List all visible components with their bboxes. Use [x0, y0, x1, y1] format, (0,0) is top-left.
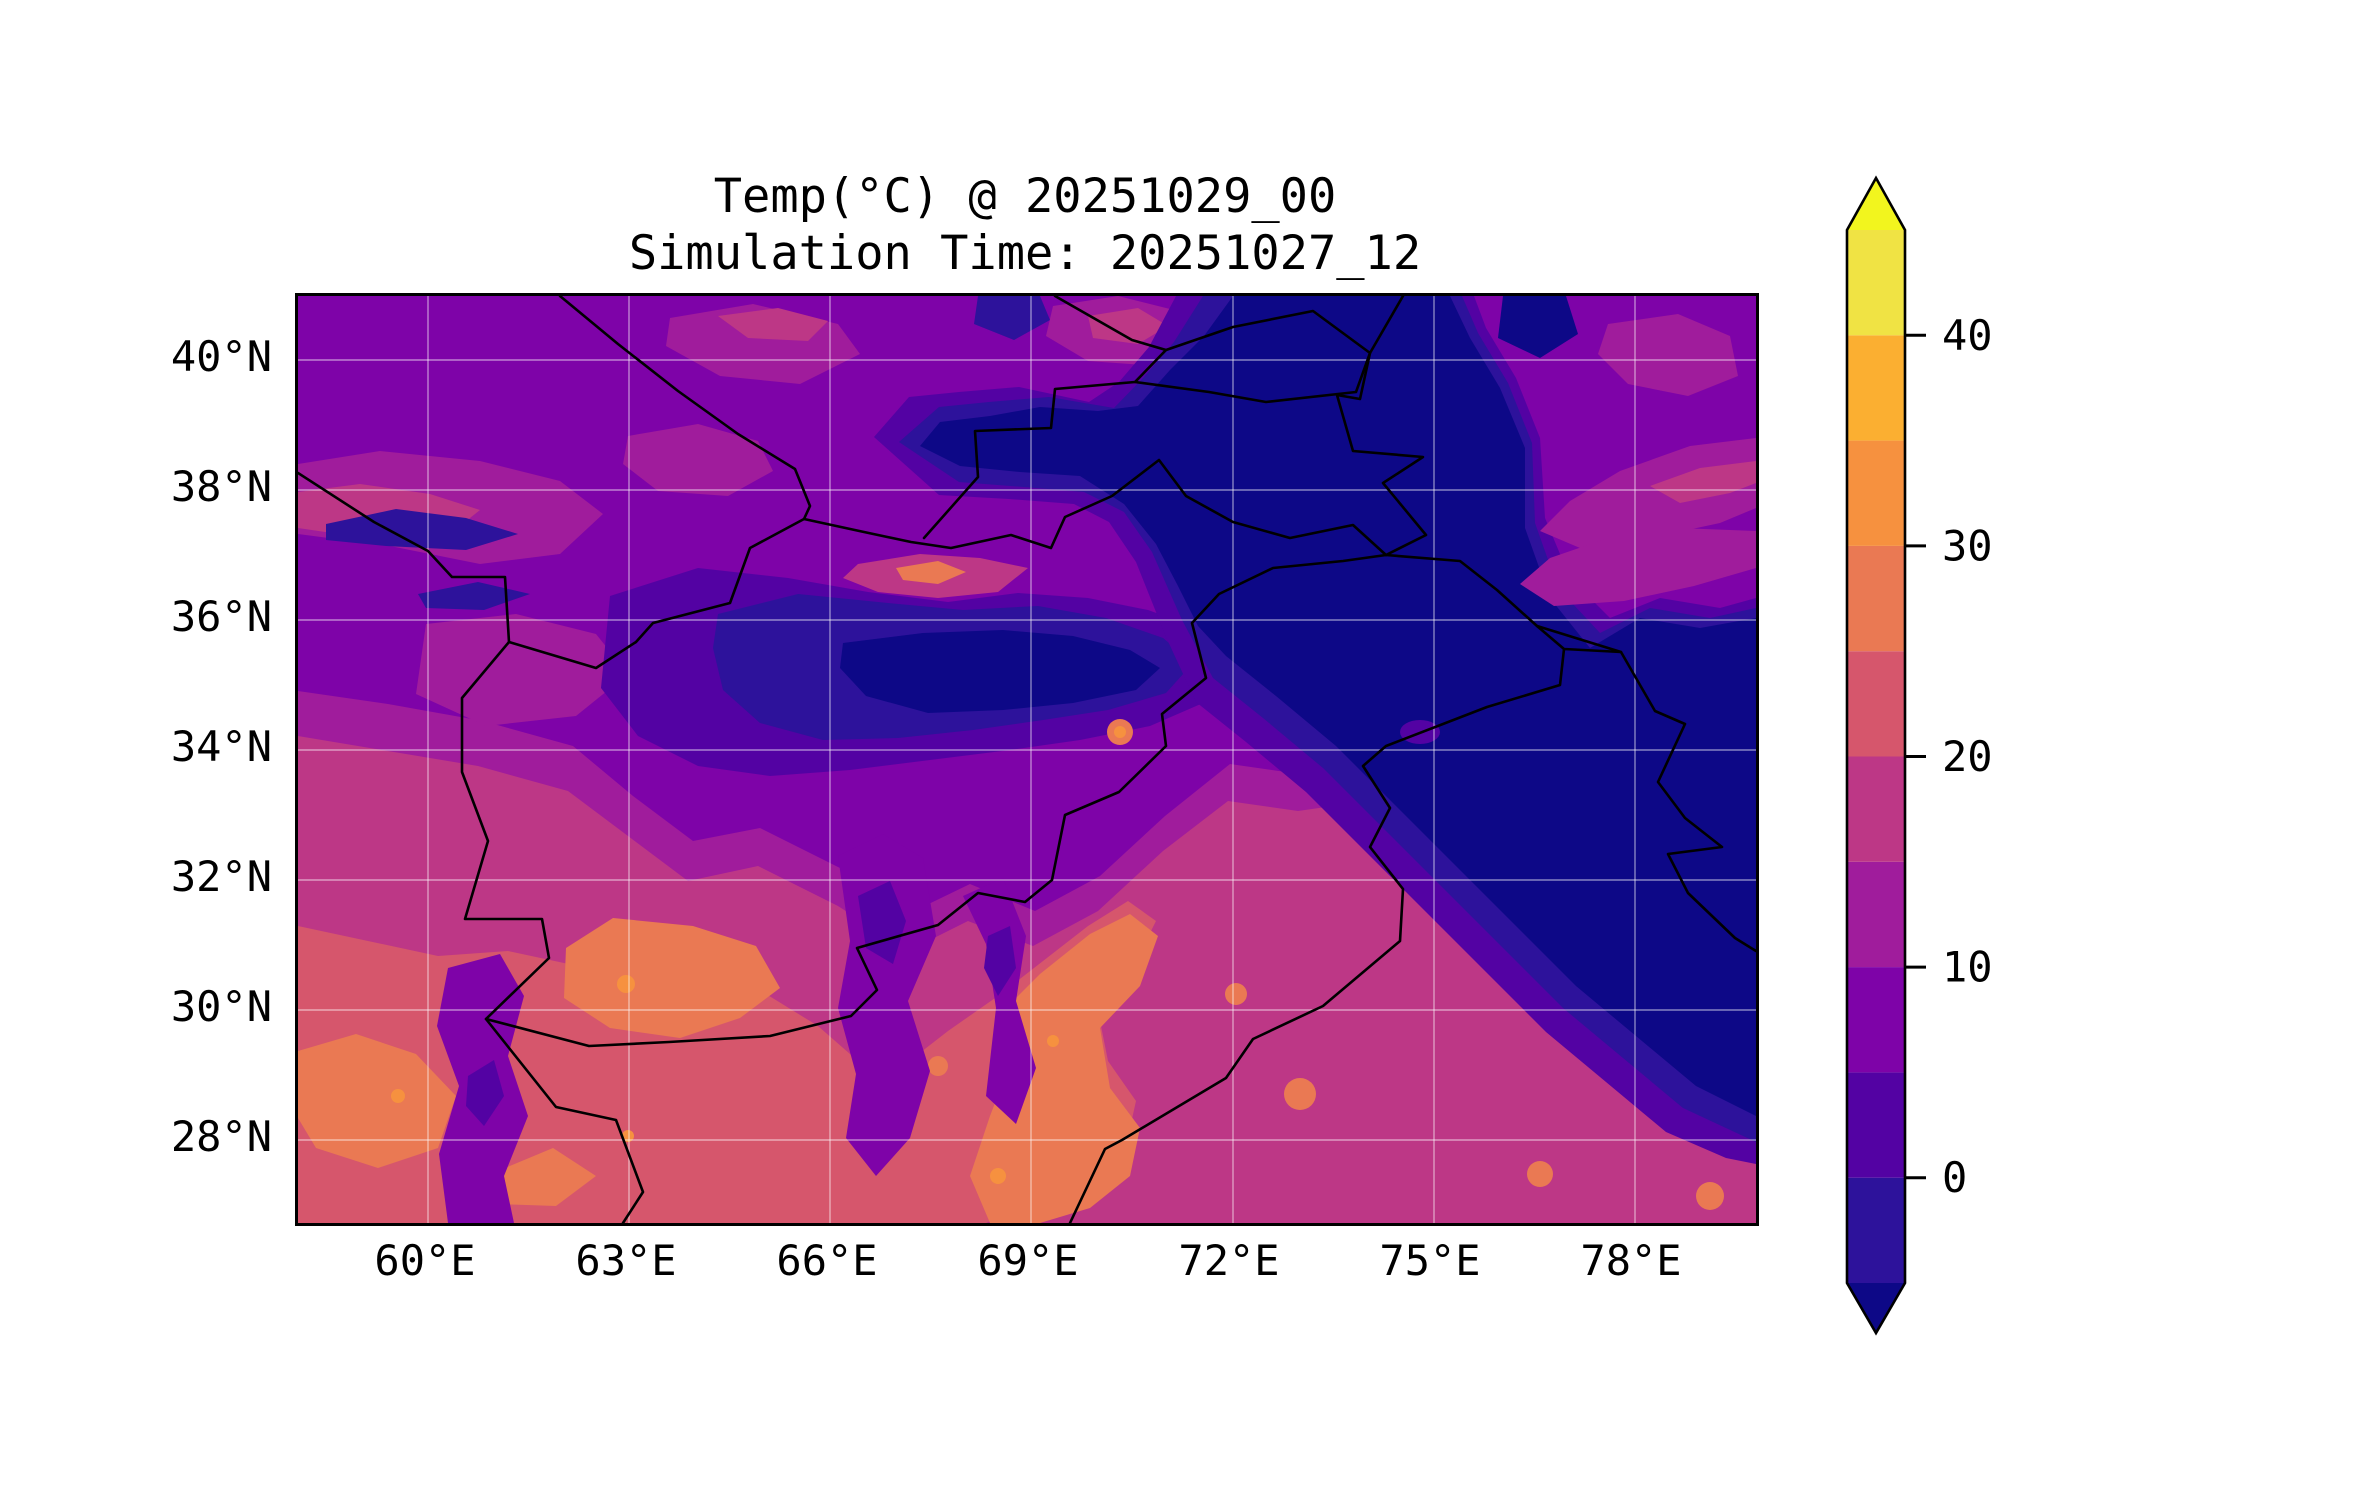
- border-durand-line: [484, 553, 1388, 1048]
- contour-region: [326, 509, 518, 550]
- contour-region: [1284, 1078, 1316, 1110]
- colorbar-tick-label: 30: [1942, 521, 1993, 570]
- y-axis-tick-label: 36°N: [170, 592, 272, 641]
- contour-region: [466, 1060, 504, 1126]
- contour-region: [298, 1034, 456, 1168]
- contour-region: [1540, 438, 1756, 548]
- contour-region: [1598, 314, 1738, 396]
- country-borders: [298, 296, 1756, 1223]
- contour-region: [1498, 296, 1578, 358]
- map-panel: [295, 293, 1759, 1226]
- contour-region: [416, 614, 628, 726]
- contour-region: [1088, 308, 1168, 344]
- x-axis-tick-label: 63°E: [575, 1236, 677, 1285]
- colorbar-segment: [1847, 651, 1905, 757]
- contour-region: [418, 582, 530, 610]
- colorbar-segment: [1847, 967, 1905, 1073]
- contour-region: [1225, 983, 1247, 1005]
- colorbar-segment: [1847, 230, 1905, 336]
- contour-region: [963, 878, 1036, 1124]
- contour-region: [1696, 1182, 1724, 1210]
- x-axis-tick-label: 78°E: [1580, 1236, 1682, 1285]
- contour-region: [564, 918, 780, 1038]
- contour-region: [896, 561, 966, 584]
- colorbar-outline: [1845, 175, 1907, 1336]
- contour-region: [622, 1130, 634, 1142]
- contour-region: [1114, 726, 1126, 738]
- border-china: [1335, 296, 1756, 953]
- y-axis-tick-label: 28°N: [170, 1112, 272, 1161]
- x-axis-tick-label: 66°E: [776, 1236, 878, 1285]
- plot-title-line2: Simulation Time: 20251027_12: [628, 226, 1422, 281]
- contour-region: [1527, 1161, 1553, 1187]
- colorbar-tick-label: 20: [1942, 732, 1993, 781]
- border-turkmen-uzbek: [558, 296, 812, 521]
- y-axis-tick-label: 34°N: [170, 722, 272, 771]
- contour-region: [990, 1168, 1006, 1184]
- colorbar-tick-label: 10: [1942, 943, 1993, 992]
- colorbar-segment: [1847, 756, 1905, 862]
- contour-region: [486, 1148, 596, 1206]
- border-iran-chain: [298, 471, 645, 1223]
- x-axis-tick-label: 69°E: [977, 1236, 1079, 1285]
- x-axis-tick-label: 60°E: [374, 1236, 476, 1285]
- graticule: [298, 296, 1756, 1223]
- x-axis-tick-label: 75°E: [1379, 1236, 1481, 1285]
- contour-region: [840, 630, 1160, 713]
- y-axis-tick-label: 30°N: [170, 982, 272, 1031]
- border-fergana: [1133, 309, 1372, 404]
- colorbar-arrow-under: [1847, 1283, 1905, 1333]
- contour-region: [928, 1056, 948, 1076]
- contour-region: [1650, 461, 1756, 503]
- x-axis-tick-label: 72°E: [1178, 1236, 1280, 1285]
- contour-region: [1520, 528, 1756, 606]
- border-india-pakistan: [1068, 624, 1623, 1223]
- colorbar-segment: [1847, 335, 1905, 441]
- contour-region: [1047, 1035, 1059, 1047]
- border-central-asia: [922, 296, 1168, 540]
- contour-region: [391, 1089, 405, 1103]
- y-axis-tick-label: 38°N: [170, 462, 272, 511]
- border-north-afghanistan: [507, 458, 1388, 670]
- colorbar: 40 30 20 10 0: [1845, 175, 1993, 1336]
- colorbar-segment: [1847, 440, 1905, 546]
- colorbar-segment: [1847, 1072, 1905, 1178]
- contour-region: [623, 424, 773, 496]
- colorbar-tick-label: 40: [1942, 311, 1993, 360]
- temperature-contour-svg: [298, 296, 1756, 1223]
- y-axis-tick-label: 32°N: [170, 852, 272, 901]
- plot-title: Temp(°C) @ 20251029_00 Simulation Time: …: [629, 168, 1421, 282]
- colorbar-arrow-over: [1847, 178, 1905, 230]
- colorbar-segment: [1847, 1177, 1905, 1283]
- contour-region: [617, 975, 635, 993]
- colorbar-tick-label: 0: [1942, 1153, 1967, 1202]
- plot-title-line1: Temp(°C) @ 20251029_00: [713, 169, 1337, 224]
- colorbar-segment: [1847, 861, 1905, 968]
- colorbar-segment: [1847, 545, 1905, 652]
- contour-region: [718, 308, 828, 341]
- contour-region: [984, 926, 1016, 996]
- y-axis-tick-label: 40°N: [170, 332, 272, 381]
